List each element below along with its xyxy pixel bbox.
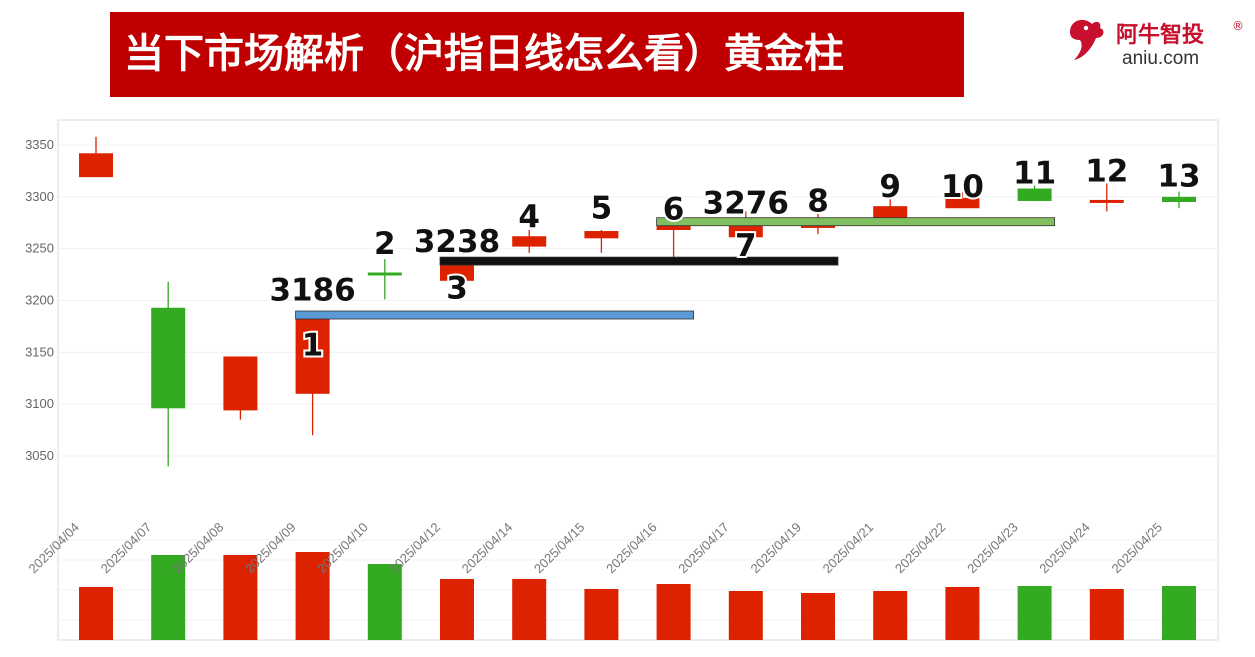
x-tick-label: 2025/04/04 <box>25 520 82 577</box>
y-axis-ticks: 3050 3100 3150 3200 3250 3300 3350 <box>25 137 54 463</box>
y-tick-label: 3300 <box>25 189 54 204</box>
candle-number-label: 9 <box>879 169 901 205</box>
candle-body <box>1089 199 1124 203</box>
candle-body <box>584 231 619 239</box>
candle-body <box>512 236 547 247</box>
candle-body <box>367 272 402 276</box>
bull-logo-icon: 阿牛智投 ® aniu.com <box>1070 19 1244 69</box>
x-tick-label: 2025/04/23 <box>964 520 1021 577</box>
volume-bar <box>945 587 980 640</box>
brand-logo: 阿牛智投 ® aniu.com <box>1066 14 1246 70</box>
price-value-label: 3238 <box>414 224 500 260</box>
candle-number-label: 8 <box>807 183 829 219</box>
registered-mark: ® <box>1232 19 1244 33</box>
x-tick-label: 2025/04/10 <box>314 520 371 577</box>
x-axis-ticks: 2025/04/04 2025/04/07 2025/04/08 2025/04/09… <box>25 520 1165 577</box>
volume-bar <box>223 555 258 640</box>
x-tick-label: 2025/04/09 <box>242 520 299 577</box>
candle-body <box>79 153 113 178</box>
level-lines <box>295 217 1055 320</box>
candle-number-label: 12 <box>1085 153 1128 189</box>
chart-frame <box>57 119 1219 641</box>
y-tick-label: 3200 <box>25 293 54 308</box>
candle-number-label: 3 <box>446 270 468 306</box>
x-tick-label: 2025/04/12 <box>386 520 443 577</box>
candle-number-label: 7 <box>735 228 757 264</box>
candle-body <box>151 307 186 409</box>
candle-number-label: 1 <box>302 327 324 363</box>
candle-number-label: 13 <box>1157 158 1200 194</box>
y-tick-label: 3100 <box>25 396 54 411</box>
volume-bar <box>367 564 402 640</box>
brand-domain: aniu.com <box>1122 48 1199 69</box>
page-title: 当下市场解析（沪指日线怎么看）黄金柱 <box>124 31 844 77</box>
x-tick-label: 2025/04/15 <box>531 520 588 577</box>
x-tick-label: 2025/04/14 <box>459 520 516 577</box>
candle-number-label: 2 <box>374 226 396 262</box>
y-tick-label: 3150 <box>25 344 54 359</box>
x-tick-label: 2025/04/08 <box>170 520 227 577</box>
x-tick-label: 2025/04/21 <box>820 520 877 577</box>
volume-bar <box>656 584 691 640</box>
candle-body <box>945 197 980 209</box>
candle-number-label: 6 <box>663 192 685 228</box>
level-line <box>295 310 695 320</box>
volume-bar <box>1017 586 1052 640</box>
candle-body <box>223 356 258 411</box>
x-tick-label: 2025/04/16 <box>603 520 660 577</box>
brand-name: 阿牛智投 <box>1116 22 1204 48</box>
y-tick-label: 3250 <box>25 241 54 256</box>
level-line <box>439 256 839 266</box>
candle-body <box>1017 188 1052 201</box>
candle-number-label: 10 <box>941 169 984 205</box>
candle-body <box>1162 196 1196 203</box>
volume-bar <box>801 593 835 640</box>
volume-bar <box>440 579 474 640</box>
volume-bar <box>873 591 908 640</box>
y-tick-label: 3350 <box>25 137 54 152</box>
x-tick-label: 2025/04/07 <box>98 520 155 577</box>
candle-number-label: 11 <box>1013 155 1056 191</box>
candle-number-label: 4 <box>518 199 540 235</box>
x-tick-label: 2025/04/24 <box>1036 520 1093 577</box>
price-value-label: 3186 <box>269 273 355 309</box>
x-tick-label: 2025/04/19 <box>747 520 804 577</box>
volume-bar <box>79 587 113 640</box>
volume-bars <box>79 552 1196 640</box>
x-tick-label: 2025/04/25 <box>1108 520 1165 577</box>
candle-body <box>295 316 330 394</box>
candle-body <box>440 261 474 281</box>
x-tick-label: 2025/04/17 <box>675 520 732 577</box>
volume-bar <box>1162 586 1196 640</box>
volume-bar <box>584 589 619 640</box>
volume-bar <box>1089 589 1124 640</box>
volume-bar <box>151 555 186 640</box>
candle-number-label: 5 <box>591 191 613 227</box>
volume-bar <box>295 552 330 640</box>
y-tick-label: 3050 <box>25 448 54 463</box>
x-tick-label: 2025/04/22 <box>892 520 949 577</box>
level-line <box>656 217 1055 227</box>
volume-bar <box>728 591 763 640</box>
title-banner: 当下市场解析（沪指日线怎么看）黄金柱 <box>110 12 964 97</box>
volume-bar <box>512 579 547 640</box>
price-value-label: 3276 <box>703 185 789 221</box>
